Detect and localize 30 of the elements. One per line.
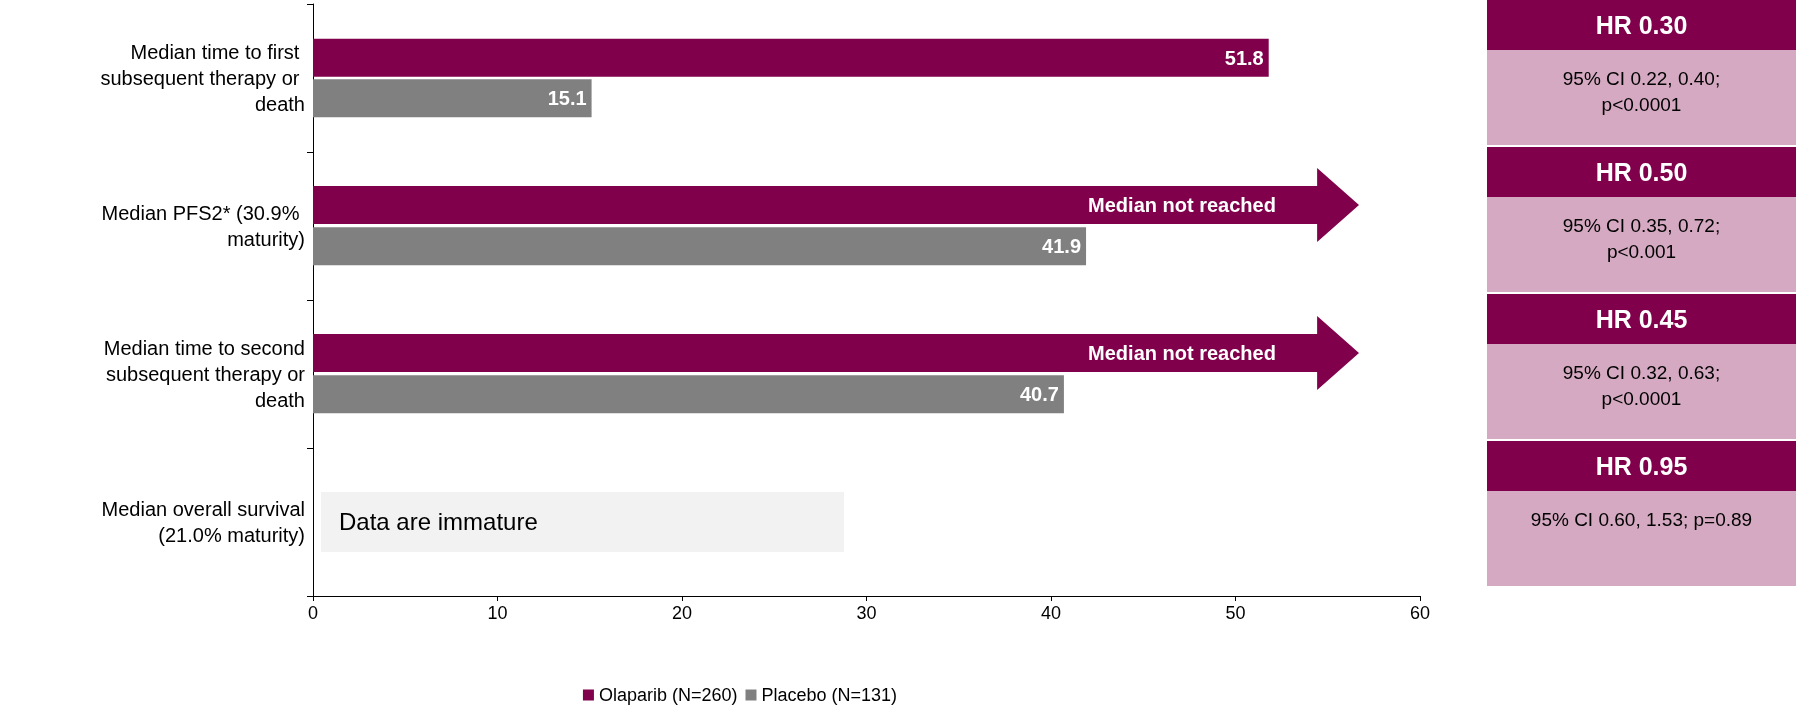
data-label: 51.8 xyxy=(1224,46,1264,69)
x-tick-label: 0 xyxy=(307,603,319,623)
data-label: 41.9 xyxy=(1042,235,1082,258)
y-tick-label: Median PFS2* (30.9% maturity) xyxy=(101,202,305,250)
annotation: Median not reached xyxy=(1087,341,1277,366)
text-box: Data are immature xyxy=(321,492,845,552)
text: 95% CI 0.22, 0.40; p<0.0001 xyxy=(1487,50,1796,145)
text: HR 0.45 xyxy=(1487,294,1796,344)
bar xyxy=(313,79,592,118)
x-tick-label: 40 xyxy=(1040,603,1062,623)
text: HR 0.30 xyxy=(1487,0,1796,50)
y-tick-label: Median overall survival (21.0% maturity) xyxy=(101,498,305,546)
x-tick-label: 50 xyxy=(1225,603,1246,623)
x-tick-label: 10 xyxy=(487,603,508,623)
y-tick-label: Median time to first subsequent therapy or death xyxy=(100,41,305,115)
text: 95% CI 0.35, 0.72; p<0.001 xyxy=(1487,197,1796,292)
text: 95% CI 0.60, 1.53; p=0.89 xyxy=(1487,491,1796,586)
text: HR 0.95 xyxy=(1487,441,1796,491)
x-tick-label: 30 xyxy=(856,603,877,623)
x-tick-label: 20 xyxy=(671,603,693,623)
data-label: 15.1 xyxy=(547,87,587,110)
text: HR 0.50 xyxy=(1487,147,1796,197)
annotation: Median not reached xyxy=(1087,193,1277,218)
x-tick-label: 60 xyxy=(1409,603,1431,623)
legend-label: Placebo (N=131) xyxy=(761,685,898,705)
text: 95% CI 0.32, 0.63; p<0.0001 xyxy=(1487,344,1796,439)
data-label: 40.7 xyxy=(1019,383,1059,406)
legend-label: Olaparib (N=260) xyxy=(598,685,738,705)
bar xyxy=(313,38,1269,77)
y-tick-label: Median time to second subsequent therapy or death xyxy=(100,337,306,411)
